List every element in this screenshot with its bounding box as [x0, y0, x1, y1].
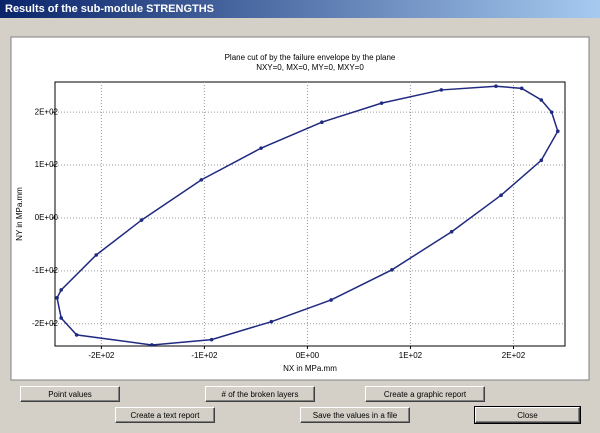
envelope-point [209, 337, 214, 342]
x-tick-label: -1E+02 [191, 351, 218, 360]
window-title: Results of the sub-module STRENGTHS [0, 0, 600, 18]
envelope-point [74, 333, 79, 337]
envelope-point [150, 343, 154, 347]
x-axis-label: NX in MPa.mm [283, 364, 337, 373]
envelope-point [199, 178, 204, 182]
button[interactable]: Close [474, 406, 581, 424]
button[interactable]: # of the broken layers [205, 386, 315, 402]
envelope-point [59, 316, 63, 320]
envelope-point [320, 120, 324, 125]
envelope-point [259, 146, 263, 150]
y-tick-label: -1E+02 [32, 266, 59, 275]
envelope-point [499, 193, 503, 198]
envelope-point [494, 84, 498, 89]
envelope-point [390, 268, 394, 272]
envelope-point [519, 86, 524, 91]
x-tick-label: 2E+02 [502, 351, 526, 360]
envelope-point [94, 253, 99, 257]
envelope-point [539, 158, 544, 163]
envelope-point [549, 110, 554, 114]
plot-area [54, 81, 566, 347]
x-tick-label: 0E+00 [296, 351, 320, 360]
envelope-point [269, 319, 274, 324]
envelope-point [539, 98, 544, 102]
envelope-point [379, 101, 384, 105]
envelope-point [139, 218, 144, 222]
button[interactable]: Save the values in a file [300, 407, 410, 423]
chart-title: Plane cut of by the failure envelope by … [225, 53, 396, 62]
envelope-point [55, 296, 59, 300]
x-tick-label: 1E+02 [399, 351, 423, 360]
button[interactable]: Create a text report [115, 407, 215, 423]
envelope-point [329, 298, 333, 302]
y-tick-label: -2E+02 [32, 319, 59, 328]
envelope-point [59, 288, 63, 292]
y-tick-label: 2E+02 [35, 107, 59, 116]
y-tick-label: 1E+02 [35, 160, 59, 169]
button[interactable]: Point values [20, 386, 120, 402]
envelope-point [449, 229, 454, 234]
envelope-point [555, 129, 560, 134]
button[interactable]: Create a graphic report [365, 386, 485, 402]
chart-subtitle: NXY=0, MX=0, MY=0, MXY=0 [256, 63, 364, 72]
y-tick-label: 0E+00 [35, 213, 59, 222]
y-axis-label: NY in MPa.mm [15, 187, 24, 241]
x-tick-label: -2E+02 [88, 351, 115, 360]
envelope-point [439, 88, 444, 92]
